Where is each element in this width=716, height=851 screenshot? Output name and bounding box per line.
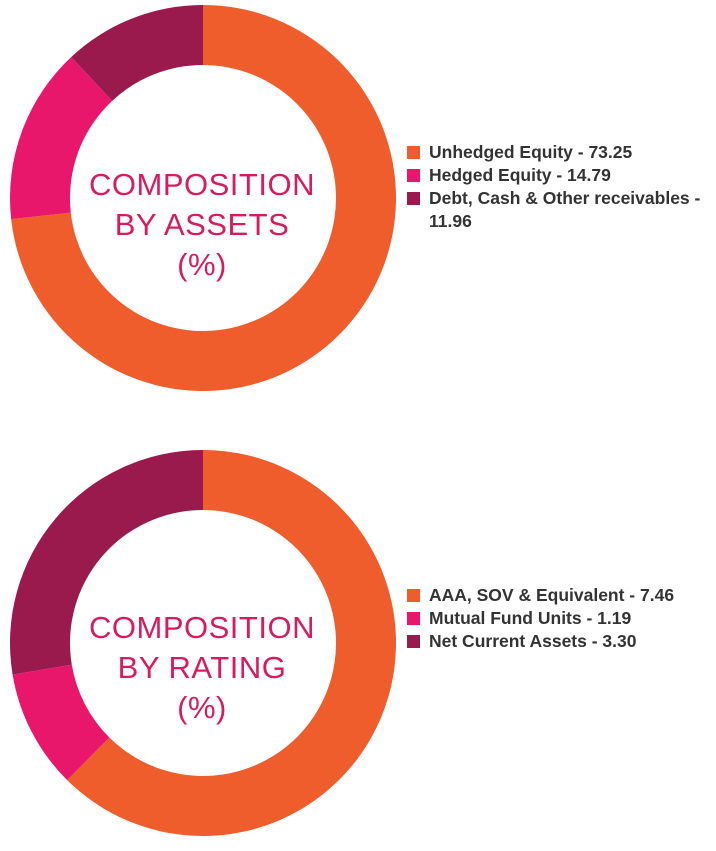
donut-slice-3: [71, 5, 203, 101]
legend-item: Mutual Fund Units - 1.19: [407, 607, 712, 630]
legend-swatch: [407, 635, 420, 648]
assets-title-line-2: BY ASSETS: [114, 207, 290, 242]
legend-label: Net Current Assets - 3.30: [429, 631, 637, 651]
donut-slice-2: [12, 664, 110, 781]
legend-item: Hedged Equity - 14.79: [407, 164, 712, 187]
donut-slice-1: [11, 5, 397, 391]
rating-title-line-1: COMPOSITION: [89, 610, 315, 645]
legend-item: Debt, Cash & Other receivables - 11.96: [407, 187, 712, 233]
assets-donut: [9, 5, 397, 391]
legend-item: Net Current Assets - 3.30: [407, 630, 712, 653]
legend-swatch: [407, 169, 420, 182]
donut-slice-3: [9, 450, 204, 675]
legend-label: Unhedged Equity - 73.25: [429, 142, 633, 162]
legend-label: Hedged Equity - 14.79: [429, 165, 611, 185]
assets-title-line-3: (%): [177, 247, 227, 282]
rating-title-line-3: (%): [177, 690, 227, 725]
rating-donut-title: COMPOSITION BY RATING (%): [52, 608, 352, 728]
legend-label: Debt, Cash & Other receivables - 11.96: [429, 188, 701, 231]
rating-title-line-2: BY RATING: [117, 650, 287, 685]
legend-swatch: [407, 192, 420, 205]
legend-swatch: [407, 589, 420, 602]
donut-slice-1: [67, 450, 397, 836]
legend-swatch: [407, 146, 420, 159]
legend-item: AAA, SOV & Equivalent - 7.46: [407, 584, 712, 607]
assets-title-line-1: COMPOSITION: [89, 167, 315, 202]
donut-slice-2: [9, 56, 113, 220]
rating-chart: COMPOSITION BY RATING (%) AAA, SOV & Equ…: [0, 445, 716, 845]
legend-item: Unhedged Equity - 73.25: [407, 141, 712, 164]
assets-chart: COMPOSITION BY ASSETS (%) Unhedged Equit…: [0, 0, 716, 400]
legend-label: Mutual Fund Units - 1.19: [429, 608, 632, 628]
legend-swatch: [407, 612, 420, 625]
rating-donut: [9, 450, 397, 836]
rating-legend: AAA, SOV & Equivalent - 7.46 Mutual Fund…: [407, 584, 712, 653]
assets-donut-title: COMPOSITION BY ASSETS (%): [52, 165, 352, 285]
assets-legend: Unhedged Equity - 73.25 Hedged Equity - …: [407, 141, 712, 233]
legend-label: AAA, SOV & Equivalent - 7.46: [429, 585, 675, 605]
